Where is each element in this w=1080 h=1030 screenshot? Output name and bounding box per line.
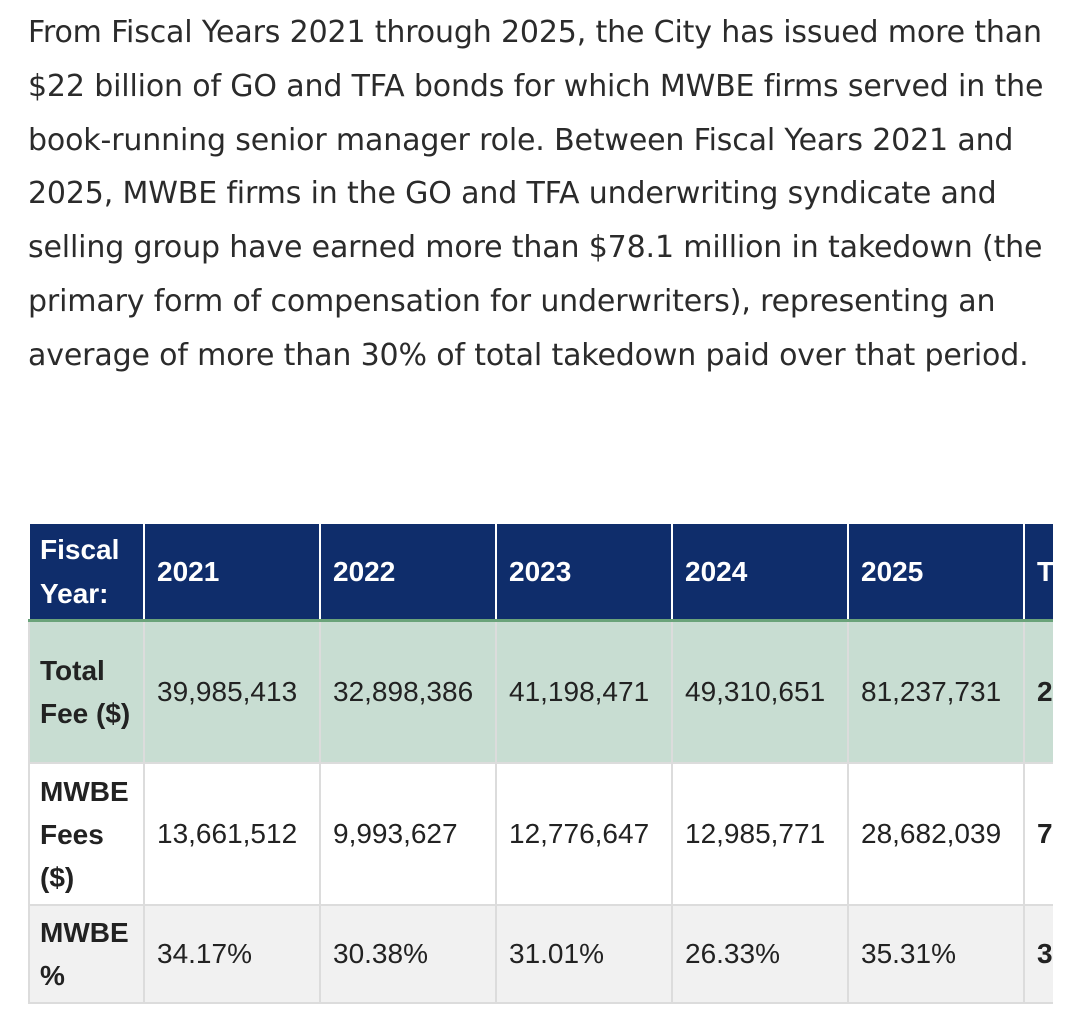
intro-paragraph: From Fiscal Years 2021 through 2025, the… bbox=[28, 15, 1044, 373]
row-label-mwbe-percent: MWBE % bbox=[28, 904, 145, 1004]
header-total: T bbox=[1023, 522, 1053, 622]
cell-mwbe-fees-2024: 12,985,771 bbox=[671, 762, 849, 906]
table-header-row: Fiscal Year: 2021 2022 2023 2024 2025 T bbox=[28, 522, 1053, 622]
takedown-table-container[interactable]: Fiscal Year: 2021 2022 2023 2024 2025 T … bbox=[28, 522, 1053, 1007]
table-row-total-fee: Total Fee ($) 39,985,413 32,898,386 41,1… bbox=[28, 619, 1053, 764]
cell-mwbe-percent-2022: 30.38% bbox=[319, 904, 497, 1004]
cell-mwbe-fees-total: 7 bbox=[1023, 762, 1053, 906]
table-row-mwbe-fees: MWBE Fees ($) 13,661,512 9,993,627 12,77… bbox=[28, 762, 1053, 906]
cell-mwbe-fees-2021: 13,661,512 bbox=[143, 762, 321, 906]
cell-mwbe-fees-2025: 28,682,039 bbox=[847, 762, 1025, 906]
cell-total-fee-2025: 81,237,731 bbox=[847, 619, 1025, 764]
header-year-2023: 2023 bbox=[495, 522, 673, 622]
cell-mwbe-percent-2024: 26.33% bbox=[671, 904, 849, 1004]
header-year-2024: 2024 bbox=[671, 522, 849, 622]
cell-total-fee-2023: 41,198,471 bbox=[495, 619, 673, 764]
cell-total-fee-2022: 32,898,386 bbox=[319, 619, 497, 764]
row-label-total-fee: Total Fee ($) bbox=[28, 619, 145, 764]
cell-mwbe-fees-2022: 9,993,627 bbox=[319, 762, 497, 906]
header-fiscal-year: Fiscal Year: bbox=[28, 522, 145, 622]
cell-mwbe-fees-2023: 12,776,647 bbox=[495, 762, 673, 906]
cell-mwbe-percent-2025: 35.31% bbox=[847, 904, 1025, 1004]
cell-mwbe-percent-total: 3 bbox=[1023, 904, 1053, 1004]
header-year-2022: 2022 bbox=[319, 522, 497, 622]
cell-mwbe-percent-2023: 31.01% bbox=[495, 904, 673, 1004]
header-year-2021: 2021 bbox=[143, 522, 321, 622]
cell-total-fee-2021: 39,985,413 bbox=[143, 619, 321, 764]
header-year-2025: 2025 bbox=[847, 522, 1025, 622]
row-label-mwbe-fees: MWBE Fees ($) bbox=[28, 762, 145, 906]
cell-total-fee-2024: 49,310,651 bbox=[671, 619, 849, 764]
takedown-table: Fiscal Year: 2021 2022 2023 2024 2025 T … bbox=[28, 522, 1053, 1004]
table-row-mwbe-percent: MWBE % 34.17% 30.38% 31.01% 26.33% 35.31… bbox=[28, 904, 1053, 1004]
cell-mwbe-percent-2021: 34.17% bbox=[143, 904, 321, 1004]
cell-total-fee-total: 2 bbox=[1023, 619, 1053, 764]
